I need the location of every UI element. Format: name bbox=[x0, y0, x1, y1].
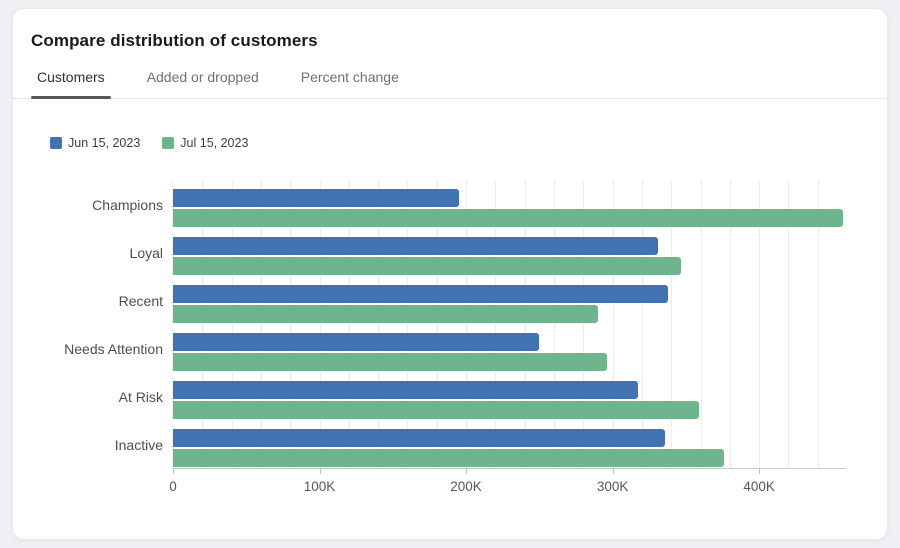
page-title: Compare distribution of customers bbox=[31, 31, 318, 50]
gridline bbox=[319, 181, 321, 468]
chart-row: Champions bbox=[92, 181, 846, 229]
gridline bbox=[612, 181, 614, 468]
category-label: Recent bbox=[118, 293, 163, 309]
chart-row: Needs Attention bbox=[64, 325, 846, 373]
x-axis-tick bbox=[612, 469, 614, 474]
gridline bbox=[436, 181, 438, 468]
gridline bbox=[378, 181, 380, 468]
x-axis-label: 400K bbox=[743, 479, 775, 494]
x-axis-tick bbox=[319, 469, 321, 474]
bar-jul-15-2023[interactable] bbox=[173, 449, 724, 467]
compare-customers-card: Compare distribution of customers Custom… bbox=[12, 8, 888, 540]
gridline bbox=[524, 181, 526, 468]
gridline bbox=[788, 181, 790, 468]
gridline bbox=[407, 181, 409, 468]
tab-customers[interactable]: Customers bbox=[31, 63, 111, 99]
legend-swatch-jun-icon bbox=[50, 137, 62, 149]
x-axis-label: 200K bbox=[450, 479, 482, 494]
gridline bbox=[817, 181, 819, 468]
category-label: Needs Attention bbox=[64, 341, 163, 357]
x-axis-label: 100K bbox=[303, 479, 336, 494]
category-label: At Risk bbox=[118, 389, 163, 405]
gridline bbox=[641, 181, 643, 468]
chart-row: Loyal bbox=[130, 229, 846, 277]
tab-added-or-dropped[interactable]: Added or dropped bbox=[141, 63, 265, 98]
legend-item-jul-15-2023[interactable]: Jul 15, 2023 bbox=[162, 136, 248, 150]
x-axis-tick bbox=[466, 469, 467, 474]
gridline bbox=[700, 181, 702, 468]
gridline bbox=[583, 181, 585, 468]
bar-jun-15-2023[interactable] bbox=[173, 333, 540, 351]
chart-row: Recent bbox=[119, 277, 846, 325]
bar-jun-15-2023[interactable] bbox=[173, 189, 459, 207]
card-header: Compare distribution of customers bbox=[13, 9, 887, 51]
gridline bbox=[202, 181, 204, 468]
gridline bbox=[231, 181, 233, 468]
x-axis-tick bbox=[173, 469, 174, 474]
chart-row: At Risk bbox=[119, 373, 846, 421]
category-label: Inactive bbox=[114, 437, 163, 453]
bar-jul-15-2023[interactable] bbox=[173, 305, 598, 323]
category-label: Champions bbox=[92, 197, 163, 213]
gridline bbox=[290, 181, 292, 468]
category-label: Loyal bbox=[129, 245, 163, 261]
x-axis-label: 0 bbox=[169, 479, 177, 494]
gridline bbox=[466, 181, 467, 468]
chart-row: Inactive bbox=[115, 421, 846, 469]
gridline bbox=[260, 181, 262, 468]
gridline bbox=[348, 181, 350, 468]
bar-jul-15-2023[interactable] bbox=[173, 257, 682, 275]
plot-area: Champions Loyal Recent Needs Attention At Ri… bbox=[64, 181, 846, 494]
gridline bbox=[729, 181, 731, 468]
gridline bbox=[759, 181, 761, 468]
gridline bbox=[671, 181, 673, 468]
legend-swatch-jul-icon bbox=[162, 137, 175, 149]
x-axis-tick bbox=[759, 469, 761, 474]
gridline bbox=[495, 181, 497, 468]
chart-legend: Jun 15, 2023 Jul 15, 2023 bbox=[50, 136, 248, 150]
bar-jul-15-2023[interactable] bbox=[173, 353, 607, 371]
legend-item-jun-15-2023[interactable]: Jun 15, 2023 bbox=[50, 136, 140, 150]
bar-jun-15-2023[interactable] bbox=[173, 381, 638, 399]
legend-label: Jul 15, 2023 bbox=[180, 136, 249, 150]
gridline bbox=[554, 181, 555, 468]
bar-jul-15-2023[interactable] bbox=[173, 209, 843, 227]
tabs: Customers Added or dropped Percent chang… bbox=[13, 63, 887, 99]
legend-label: Jun 15, 2023 bbox=[68, 136, 141, 150]
x-axis-label: 300K bbox=[596, 479, 629, 494]
bar-jun-15-2023[interactable] bbox=[173, 237, 658, 255]
bar-jul-15-2023[interactable] bbox=[173, 401, 699, 419]
bar-jun-15-2023[interactable] bbox=[173, 285, 669, 303]
tab-percent-change[interactable]: Percent change bbox=[295, 63, 405, 98]
bar-jun-15-2023[interactable] bbox=[173, 429, 666, 447]
